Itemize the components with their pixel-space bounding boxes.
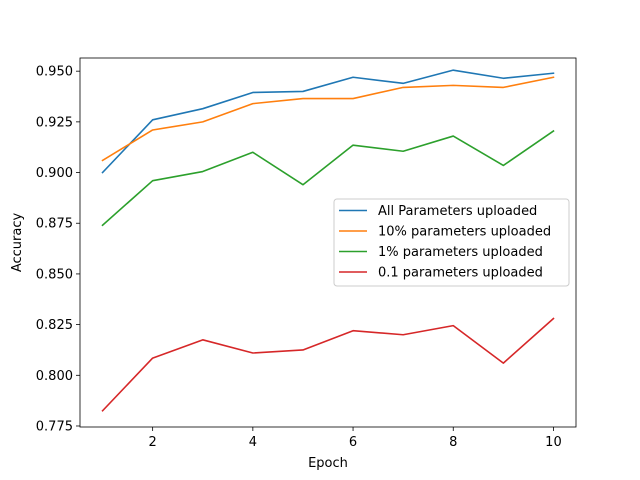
- legend-label-1: All Parameters uploaded: [378, 204, 537, 219]
- x-tick-label: 2: [149, 435, 157, 450]
- x-axis-ticks: 2 4 6 8 10: [149, 427, 562, 450]
- series-layer: [101, 69, 555, 412]
- x-tick-label: 6: [349, 435, 357, 450]
- series-line-1: [101, 69, 555, 174]
- legend-label-2: 10% parameters uploaded: [378, 225, 551, 240]
- y-tick-label: 0.775: [36, 419, 73, 434]
- legend-box: [333, 198, 570, 287]
- x-axis-label: Epoch: [308, 456, 348, 471]
- y-axis-label: Accuracy: [10, 213, 25, 273]
- plot-frame: [79, 57, 577, 428]
- y-axis-ticks: 0.775 0.800 0.825 0.850 0.875 0.900 0.925 0.950: [36, 65, 80, 434]
- x-tick-label: 10: [545, 435, 562, 450]
- series-line-4: [101, 317, 555, 412]
- series-line-3: [101, 129, 555, 227]
- legend-label-4: 0.1 parameters uploaded: [378, 266, 543, 281]
- y-tick-label: 0.850: [36, 267, 73, 282]
- series-line-2: [101, 76, 555, 162]
- x-tick-label: 8: [449, 435, 457, 450]
- y-tick-label: 0.875: [36, 217, 73, 232]
- y-tick-label: 0.800: [36, 369, 73, 384]
- y-tick-label: 0.950: [36, 65, 73, 80]
- y-tick-label: 0.900: [36, 166, 73, 181]
- x-tick-label: 4: [249, 435, 257, 450]
- legend-label-3: 1% parameters uploaded: [378, 245, 543, 260]
- y-tick-label: 0.925: [36, 115, 73, 130]
- y-tick-label: 0.825: [36, 318, 73, 333]
- legend: All Parameters uploaded 10% parameters up…: [333, 198, 570, 287]
